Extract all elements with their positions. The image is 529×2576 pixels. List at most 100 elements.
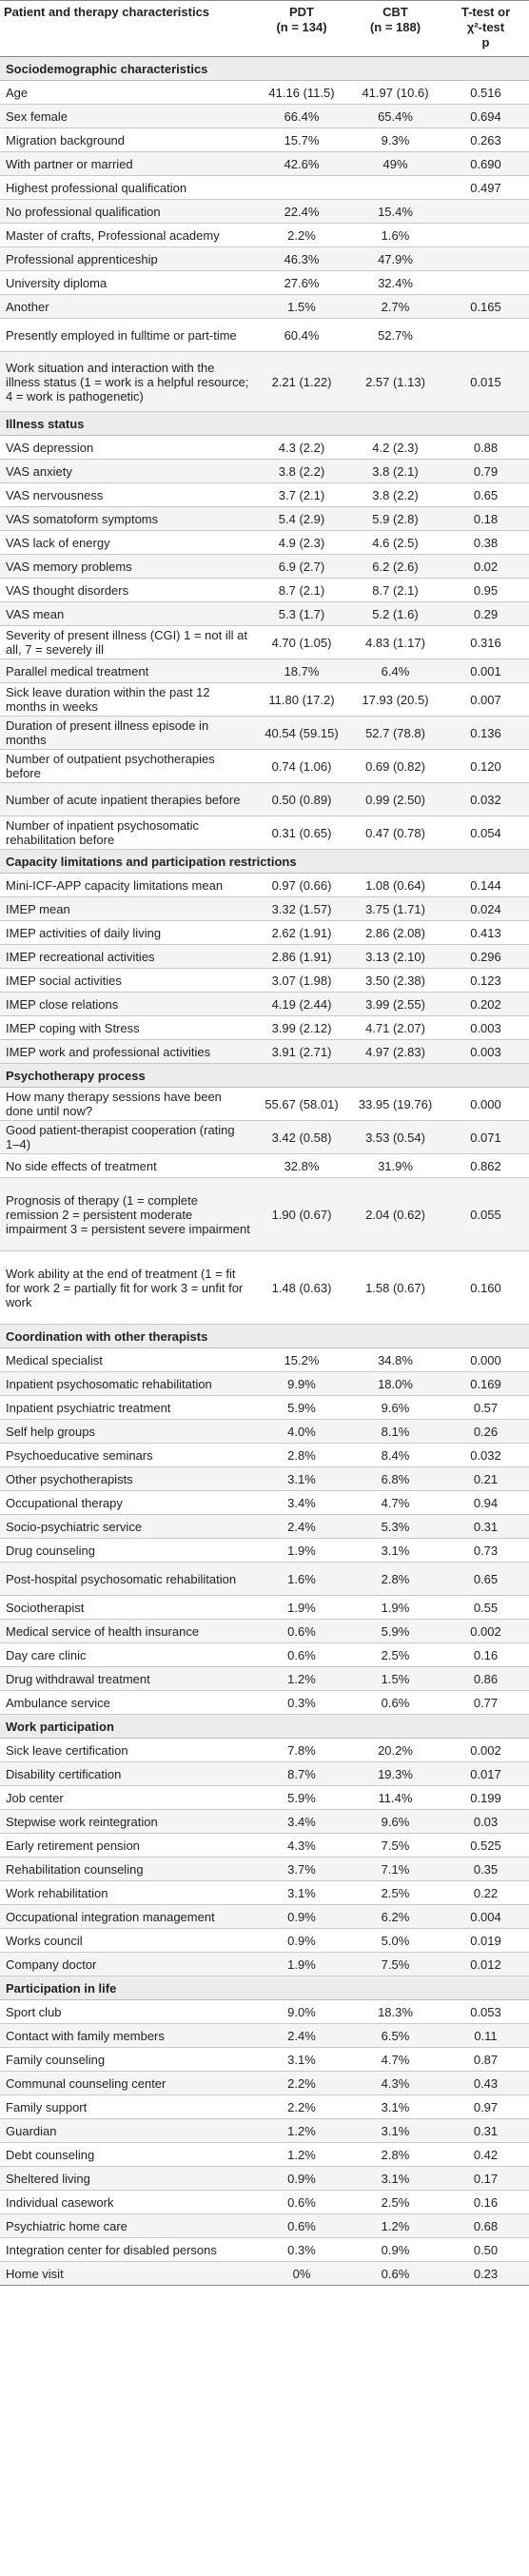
cbt-value: 2.8%: [348, 1562, 442, 1596]
table-row: Post-hospital psychosomatic rehabilitati…: [0, 1562, 529, 1596]
table-row: Presently employed in fulltime or part-t…: [0, 318, 529, 352]
pdt-value: 60.4%: [255, 318, 348, 352]
pdt-value: 0.50 (0.89): [255, 782, 348, 816]
pdt-value: 0.9%: [255, 1928, 348, 1953]
p-value: 0.55: [442, 1595, 529, 1620]
p-value: 0.65: [442, 1562, 529, 1596]
row-label: Rehabilitation counseling: [0, 1857, 255, 1881]
characteristics-table-container: Patient and therapy characteristics PDT …: [0, 0, 529, 2286]
row-label: Early retirement pension: [0, 1833, 255, 1858]
cbt-value: 18.0%: [348, 1371, 442, 1396]
cbt-value: 6.5%: [348, 2023, 442, 2048]
p-value: 0.57: [442, 1395, 529, 1420]
p-value: 0.120: [442, 749, 529, 783]
row-label: Age: [0, 80, 255, 105]
pdt-value: 40.54 (59.15): [255, 716, 348, 750]
cbt-value: 4.3%: [348, 2071, 442, 2095]
p-value: 0.516: [442, 80, 529, 105]
cbt-value: 8.4%: [348, 1443, 442, 1467]
p-value: 0.694: [442, 104, 529, 128]
cbt-value: 7.5%: [348, 1833, 442, 1858]
table-body: Sociodemographic characteristics Age 41.16…: [0, 56, 529, 2286]
cbt-value: [348, 175, 442, 200]
pdt-value: 15.2%: [255, 1347, 348, 1372]
pdt-value: 2.4%: [255, 1514, 348, 1539]
row-label: Number of inpatient psychosomatic rehabi…: [0, 816, 255, 850]
row-label: Sick leave duration within the past 12 m…: [0, 682, 255, 717]
cbt-value: 2.04 (0.62): [348, 1177, 442, 1251]
p-value: 0.165: [442, 294, 529, 319]
pdt-value: 1.9%: [255, 1538, 348, 1563]
pdt-value: 2.2%: [255, 2094, 348, 2119]
p-value: 0.054: [442, 816, 529, 850]
p-value: 0.86: [442, 1666, 529, 1691]
pdt-value: 2.4%: [255, 2023, 348, 2048]
cbt-value: 4.7%: [348, 2047, 442, 2072]
cbt-value: 52.7 (78.8): [348, 716, 442, 750]
table-row: VAS somatoform symptoms 5.4 (2.9) 5.9 (2.8…: [0, 506, 529, 531]
table-row: VAS thought disorders 8.7 (2.1) 8.7 (2.1) 0…: [0, 578, 529, 602]
pdt-value: 5.9%: [255, 1395, 348, 1420]
row-label: Occupational integration management: [0, 1904, 255, 1929]
section-title: Work participation: [0, 1714, 529, 1739]
table-row: Works council 0.9% 5.0% 0.019: [0, 1928, 529, 1953]
table-row: Work ability at the end of treatment (1 …: [0, 1250, 529, 1325]
p-value: 0.002: [442, 1619, 529, 1643]
row-label: Medical specialist: [0, 1347, 255, 1372]
table-row: Occupational therapy 3.4% 4.7% 0.94: [0, 1490, 529, 1515]
cbt-value: 6.2%: [348, 1904, 442, 1929]
cbt-value: 49%: [348, 151, 442, 176]
pdt-value: 9.0%: [255, 1999, 348, 2024]
table-row: IMEP coping with Stress 3.99 (2.12) 4.71 (…: [0, 1015, 529, 1040]
row-label: Self help groups: [0, 1419, 255, 1444]
section-title: Coordination with other therapists: [0, 1324, 529, 1348]
cbt-value: 41.97 (10.6): [348, 80, 442, 105]
cbt-value: 0.47 (0.78): [348, 816, 442, 850]
header-test: T-test or χ²-test p: [442, 0, 529, 57]
row-label: VAS nervousness: [0, 482, 255, 507]
header-cbt-n: (n = 188): [369, 20, 421, 34]
p-value: 0.032: [442, 782, 529, 816]
table-row: Master of crafts, Professional academy 2.…: [0, 223, 529, 247]
table-row: Duration of present illness episode in m…: [0, 716, 529, 750]
table-row: Guardian 1.2% 3.1% 0.31: [0, 2118, 529, 2143]
p-value: 0.02: [442, 554, 529, 579]
p-value: 0.071: [442, 1120, 529, 1154]
cbt-value: 6.8%: [348, 1466, 442, 1491]
row-label: Disability certification: [0, 1761, 255, 1786]
p-value: 0.316: [442, 625, 529, 659]
header-pdt: PDT (n = 134): [255, 0, 348, 57]
table-row: Integration center for disabled persons 0…: [0, 2237, 529, 2262]
p-value: [442, 318, 529, 352]
row-label: Drug withdrawal treatment: [0, 1666, 255, 1691]
table-row: Stepwise work reintegration 3.4% 9.6% 0.03: [0, 1809, 529, 1834]
cbt-value: 3.99 (2.55): [348, 992, 442, 1016]
table-row: Job center 5.9% 11.4% 0.199: [0, 1785, 529, 1810]
header-characteristics: Patient and therapy characteristics: [0, 0, 255, 57]
p-value: 0.18: [442, 506, 529, 531]
row-label: Master of crafts, Professional academy: [0, 223, 255, 247]
p-value: 0.22: [442, 1880, 529, 1905]
cbt-value: 15.4%: [348, 199, 442, 224]
pdt-value: 3.8 (2.2): [255, 459, 348, 483]
p-value: 0.42: [442, 2142, 529, 2167]
p-value: 0.053: [442, 1999, 529, 2024]
row-label: IMEP close relations: [0, 992, 255, 1016]
p-value: 0.202: [442, 992, 529, 1016]
cbt-value: 9.6%: [348, 1809, 442, 1834]
table-row: Self help groups 4.0% 8.1% 0.26: [0, 1419, 529, 1444]
table-row: How many therapy sessions have been done…: [0, 1087, 529, 1121]
pdt-value: 1.5%: [255, 294, 348, 319]
row-label: Stepwise work reintegration: [0, 1809, 255, 1834]
p-value: 0.024: [442, 896, 529, 921]
cbt-value: 0.9%: [348, 2237, 442, 2262]
p-value: 0.003: [442, 1015, 529, 1040]
pdt-value: 15.7%: [255, 128, 348, 152]
pdt-value: 1.2%: [255, 2142, 348, 2167]
p-value: 0.055: [442, 1177, 529, 1251]
cbt-value: 3.1%: [348, 2118, 442, 2143]
row-label: Number of acute inpatient therapies befo…: [0, 782, 255, 816]
table-row: Number of inpatient psychosomatic rehabi…: [0, 816, 529, 850]
table-row: Number of outpatient psychotherapies bef…: [0, 749, 529, 783]
p-value: 0.23: [442, 2261, 529, 2286]
